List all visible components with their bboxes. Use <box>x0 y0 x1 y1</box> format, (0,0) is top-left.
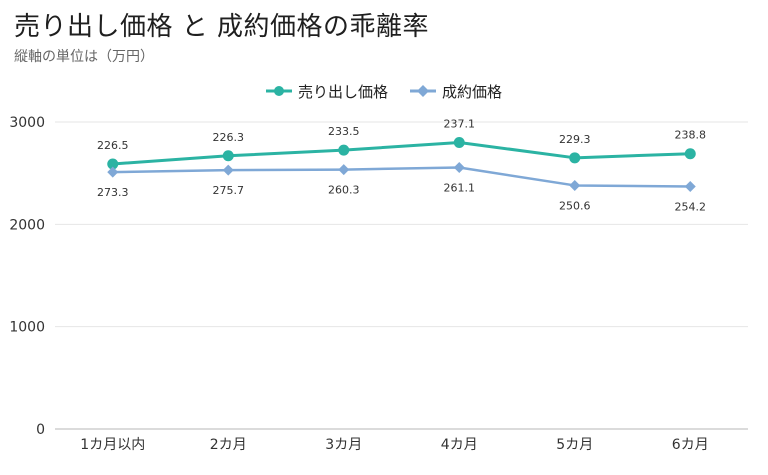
data-point-series-1[interactable] <box>684 148 696 160</box>
data-label-series-1: 237.1 <box>444 117 476 130</box>
data-labels: 226.5 226.3 233.5 237.1 229.3 238.8 273.3 275.7… <box>97 117 706 213</box>
legend-item-series-2[interactable]: 成約価格 <box>410 80 502 102</box>
x-tick-label: 5カ月 <box>556 437 593 453</box>
y-tick-label: 3000 <box>9 115 45 131</box>
chart-title: 売り出し価格 と 成約価格の乖離率 <box>14 12 430 42</box>
data-point-series-2[interactable] <box>453 162 465 174</box>
data-point-series-1[interactable] <box>569 152 581 164</box>
legend-label-series-2: 成約価格 <box>442 82 503 101</box>
y-tick-label: 0 <box>36 422 45 438</box>
legend-label-series-1: 売り出し価格 <box>297 82 388 101</box>
data-label-series-2: 273.3 <box>97 186 129 199</box>
x-tick-label: 1カ月以内 <box>80 437 145 453</box>
x-tick-label: 3カ月 <box>325 437 362 453</box>
series-line-2 <box>112 166 691 188</box>
y-tick-label: 1000 <box>9 320 45 336</box>
legend-diamond-marker-icon <box>410 85 436 97</box>
series-lines <box>112 140 691 188</box>
series-markers <box>107 136 696 192</box>
chart-legend: 売り出し価格 成約価格 <box>0 80 768 102</box>
x-axis: 1カ月以内 2カ月 3カ月 4カ月 5カ月 6カ月 <box>80 437 708 453</box>
x-tick-label: 4カ月 <box>441 437 478 453</box>
data-label-series-2: 250.6 <box>559 199 591 212</box>
data-label-series-2: 261.1 <box>444 182 476 195</box>
data-point-series-2[interactable] <box>684 180 696 192</box>
x-tick-label: 6カ月 <box>672 437 709 453</box>
data-label-series-2: 275.7 <box>213 184 245 197</box>
legend-item-series-1[interactable]: 売り出し価格 <box>265 80 388 102</box>
x-tick-label: 2カ月 <box>210 437 247 453</box>
data-point-series-1[interactable] <box>107 158 119 170</box>
data-point-series-1[interactable] <box>338 144 350 156</box>
data-point-series-2[interactable] <box>107 166 119 178</box>
data-label-series-2: 254.2 <box>675 200 707 213</box>
data-label-series-2: 260.3 <box>328 184 360 197</box>
y-tick-label: 2000 <box>9 217 45 233</box>
data-label-series-1: 226.5 <box>97 139 129 152</box>
series-line-1 <box>112 140 691 166</box>
data-point-series-2[interactable] <box>338 164 350 176</box>
legend-circle-marker-icon <box>265 86 292 96</box>
data-label-series-1: 226.3 <box>213 131 245 144</box>
data-label-series-1: 233.5 <box>328 125 360 138</box>
data-point-series-1[interactable] <box>453 136 465 148</box>
data-point-series-2[interactable] <box>569 179 581 191</box>
y-axis: 0 1000 2000 3000 <box>9 115 45 438</box>
grid-lines <box>55 121 748 430</box>
data-point-series-1[interactable] <box>222 150 234 162</box>
chart-subtitle: 縦軸の単位は（万円） <box>14 49 154 65</box>
data-point-series-2[interactable] <box>222 164 234 176</box>
data-label-series-1: 238.8 <box>675 129 707 142</box>
data-label-series-1: 229.3 <box>559 133 591 146</box>
